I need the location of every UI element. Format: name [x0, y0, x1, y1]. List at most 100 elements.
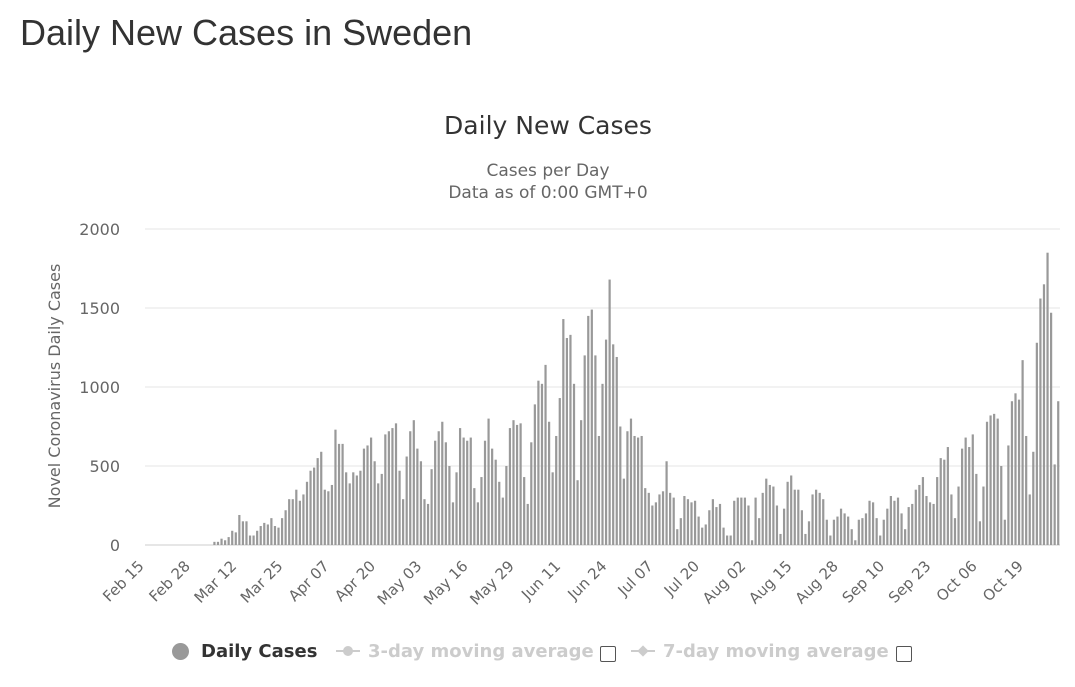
bar[interactable]: [665, 461, 668, 545]
bar[interactable]: [676, 529, 679, 545]
bar[interactable]: [1010, 401, 1014, 545]
bar[interactable]: [426, 503, 430, 545]
bar[interactable]: [875, 518, 878, 545]
bar[interactable]: [476, 502, 479, 545]
bar[interactable]: [391, 428, 394, 545]
bar[interactable]: [615, 356, 618, 545]
bar[interactable]: [491, 448, 494, 545]
bar[interactable]: [348, 483, 351, 545]
bar[interactable]: [1000, 466, 1003, 545]
bar[interactable]: [718, 503, 722, 545]
bar[interactable]: [825, 519, 828, 545]
bar[interactable]: [1003, 519, 1006, 545]
bar[interactable]: [736, 497, 739, 545]
bar[interactable]: [647, 492, 650, 545]
bar[interactable]: [651, 505, 654, 546]
bar[interactable]: [302, 494, 305, 545]
checkbox-7day-average[interactable]: [896, 646, 912, 662]
bar[interactable]: [797, 489, 800, 545]
bar[interactable]: [430, 469, 433, 545]
bar[interactable]: [508, 428, 512, 545]
bar[interactable]: [711, 499, 714, 545]
bar[interactable]: [537, 380, 540, 545]
bar[interactable]: [544, 364, 547, 545]
bar[interactable]: [661, 491, 665, 545]
bar[interactable]: [266, 524, 269, 545]
bar[interactable]: [444, 442, 447, 545]
bar[interactable]: [629, 418, 633, 545]
bar[interactable]: [911, 503, 914, 545]
bar[interactable]: [569, 334, 572, 545]
bar[interactable]: [829, 535, 832, 545]
bar[interactable]: [640, 435, 643, 545]
bar[interactable]: [654, 502, 658, 545]
bar[interactable]: [765, 478, 768, 545]
bar[interactable]: [462, 437, 465, 545]
bar[interactable]: [790, 475, 793, 545]
bar[interactable]: [362, 448, 366, 545]
bar[interactable]: [434, 440, 437, 545]
bar[interactable]: [540, 383, 544, 545]
bar[interactable]: [1025, 435, 1028, 545]
bar[interactable]: [619, 426, 622, 546]
bar[interactable]: [669, 492, 672, 545]
bar[interactable]: [996, 418, 999, 545]
bar[interactable]: [590, 309, 593, 545]
bar[interactable]: [914, 489, 917, 545]
bar[interactable]: [761, 492, 764, 545]
bar[interactable]: [843, 513, 846, 545]
bar[interactable]: [612, 344, 615, 545]
bar[interactable]: [622, 478, 625, 545]
bar[interactable]: [587, 315, 590, 545]
bar[interactable]: [530, 442, 533, 545]
bar[interactable]: [822, 499, 825, 545]
bar[interactable]: [341, 443, 344, 545]
bar[interactable]: [1053, 464, 1056, 545]
legend-item-7day-average[interactable]: 7-day moving average: [631, 638, 889, 664]
bar[interactable]: [975, 473, 978, 545]
bar[interactable]: [1046, 252, 1049, 545]
bar[interactable]: [907, 507, 910, 545]
bar[interactable]: [380, 473, 383, 545]
bar[interactable]: [498, 481, 501, 545]
bar[interactable]: [658, 494, 661, 545]
bar[interactable]: [626, 431, 629, 545]
bar[interactable]: [857, 519, 860, 545]
bar[interactable]: [519, 423, 522, 545]
bar[interactable]: [904, 529, 907, 545]
bar[interactable]: [384, 434, 387, 545]
bar[interactable]: [693, 500, 697, 545]
bar[interactable]: [231, 530, 234, 545]
bar[interactable]: [768, 484, 771, 545]
bar[interactable]: [512, 420, 515, 545]
bar[interactable]: [1042, 284, 1046, 545]
bar[interactable]: [323, 489, 326, 545]
legend-item-daily-cases[interactable]: Daily Cases: [172, 638, 317, 664]
bar[interactable]: [971, 434, 974, 545]
bar[interactable]: [398, 470, 401, 545]
bar[interactable]: [305, 481, 309, 545]
bar[interactable]: [850, 529, 853, 545]
bar[interactable]: [352, 472, 355, 545]
bar[interactable]: [779, 533, 782, 545]
bar[interactable]: [241, 521, 245, 545]
bar[interactable]: [886, 508, 889, 545]
bar[interactable]: [993, 413, 996, 545]
bar[interactable]: [277, 527, 280, 545]
bar[interactable]: [313, 467, 316, 545]
bar[interactable]: [256, 530, 259, 545]
bar[interactable]: [441, 421, 444, 545]
bar[interactable]: [359, 470, 362, 545]
bar[interactable]: [330, 484, 334, 545]
bar[interactable]: [697, 516, 700, 545]
bar[interactable]: [847, 516, 850, 545]
bar[interactable]: [782, 508, 786, 545]
bar[interactable]: [1032, 451, 1035, 545]
bar[interactable]: [726, 535, 729, 545]
bar[interactable]: [483, 440, 487, 545]
bar[interactable]: [284, 510, 287, 545]
bar[interactable]: [793, 489, 796, 545]
bar[interactable]: [473, 488, 476, 545]
bar[interactable]: [804, 533, 807, 545]
bar[interactable]: [733, 500, 736, 545]
